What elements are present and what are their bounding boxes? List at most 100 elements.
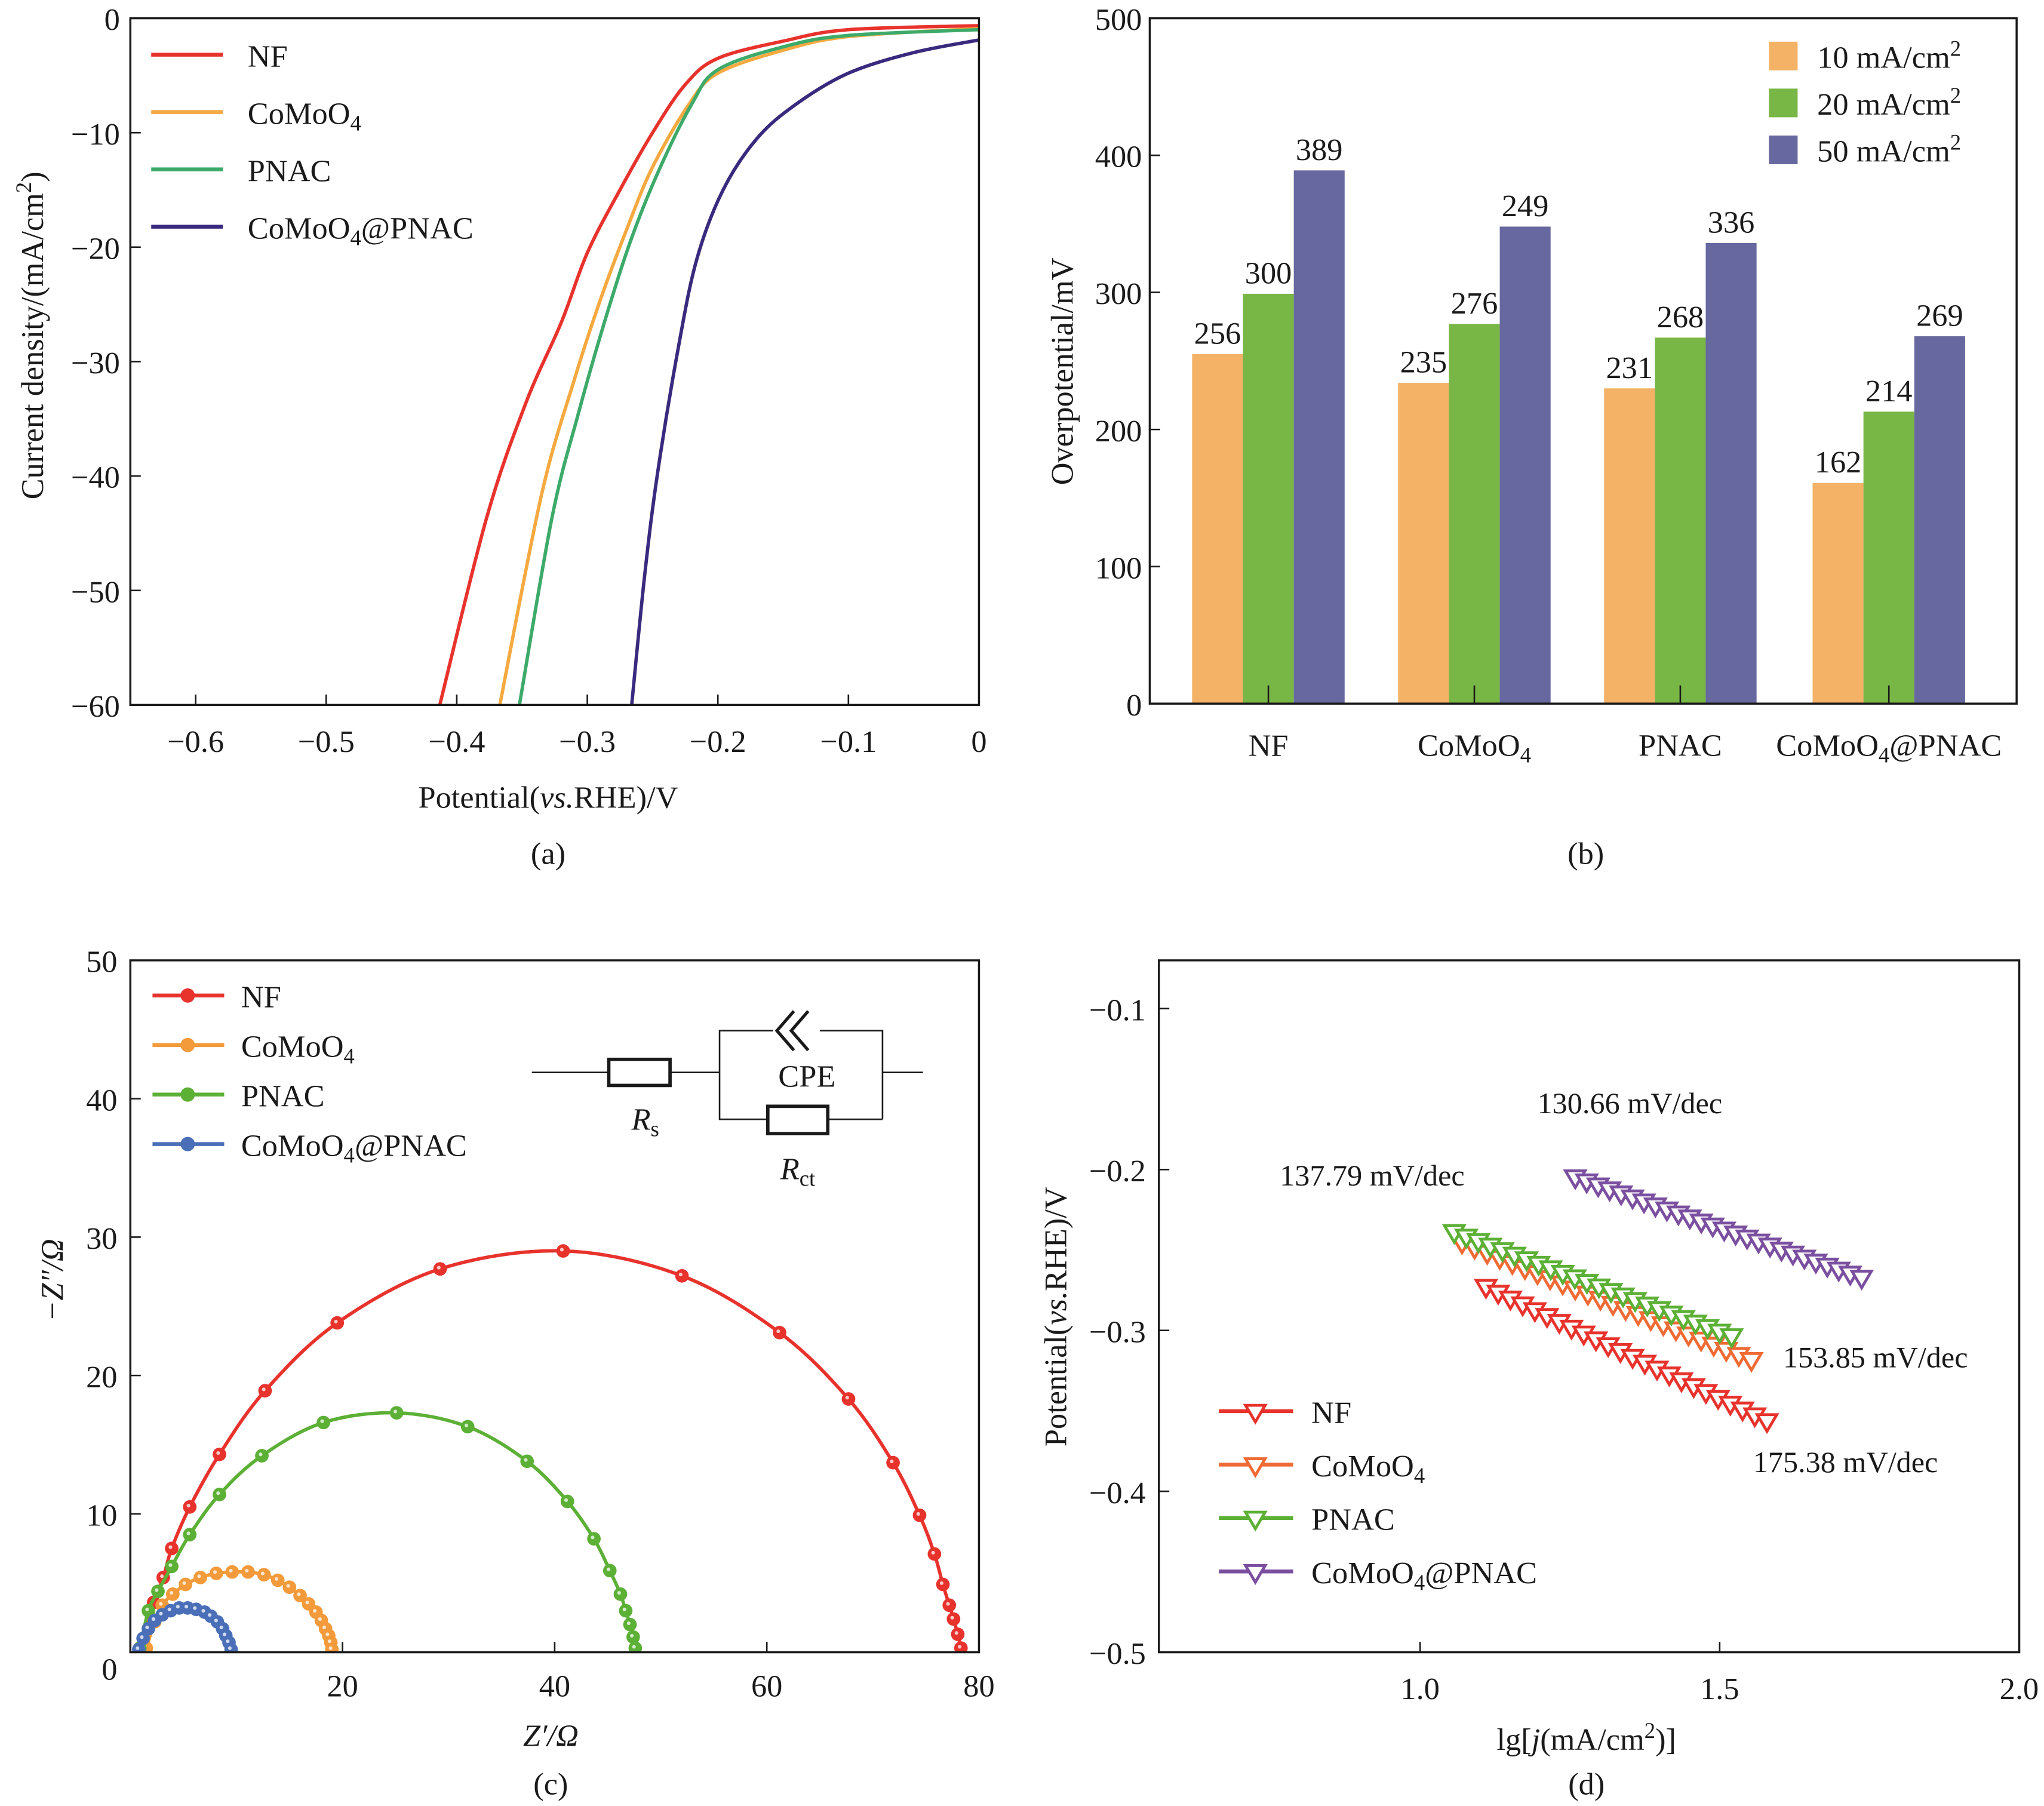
data-point-nf	[330, 1316, 345, 1330]
circuit-wire	[718, 1072, 768, 1120]
data-point-pnac	[560, 1494, 574, 1509]
bar-nf-1	[1192, 354, 1243, 704]
data-point-highlight	[890, 1459, 894, 1463]
legend-label: NF	[241, 980, 281, 1015]
y-tick-label: −0.3	[1089, 1314, 1146, 1349]
data-point-comoo4-pnac	[224, 1642, 238, 1653]
data-point-comoo4	[193, 1571, 207, 1584]
text-part: CoMoO	[1418, 728, 1520, 763]
superscript: 2	[1950, 36, 1961, 60]
legend-marker	[180, 1087, 195, 1102]
data-point-highlight	[591, 1535, 595, 1540]
text-part: CoMoO	[241, 1029, 344, 1064]
y-tick-label: 40	[86, 1083, 117, 1117]
bar-pnac-3	[1705, 242, 1757, 704]
text-part: NF	[248, 39, 288, 73]
data-point-highlight	[136, 1646, 140, 1650]
circuit-wire	[718, 1030, 773, 1073]
data-point-highlight	[297, 1592, 301, 1596]
legend-marker	[180, 1137, 195, 1151]
data-point-nf	[841, 1392, 856, 1406]
data-point-nf	[433, 1262, 447, 1276]
x-axis-title: Potential(vs.RHE)/V	[418, 781, 678, 815]
bar-value-label: 249	[1502, 189, 1549, 223]
subscript: 4	[1520, 743, 1531, 767]
y-axis-title: Potential(vs.RHE)/V	[1039, 1187, 1074, 1446]
data-point-highlight	[464, 1423, 469, 1427]
data-point-comoo4	[325, 1642, 339, 1653]
x-tick-label: 1.5	[1700, 1672, 1739, 1706]
y-tick-label: −0.4	[1089, 1476, 1146, 1510]
legend-marker	[1243, 1510, 1268, 1532]
bar-value-label: 389	[1296, 133, 1343, 167]
data-point-highlight	[524, 1458, 528, 1462]
legend-label: PNAC	[248, 153, 331, 188]
data-point-pnac	[255, 1449, 269, 1463]
x-category-label: CoMoO4@PNAC	[1776, 728, 2002, 767]
data-point-highlight	[318, 1617, 322, 1621]
data-point-highlight	[260, 1571, 265, 1575]
x-category-label: PNAC	[1639, 728, 1722, 763]
data-point-highlight	[393, 1409, 398, 1414]
data-point-highlight	[216, 1451, 220, 1455]
panel-c-nyquist-chart: 20 40 60 8001020304050Z′/Ω−Z″/ΩNFCoMoO4PNAC…	[35, 945, 995, 1802]
y-tick-label: 100	[1095, 551, 1142, 585]
data-point-highlight	[678, 1273, 683, 1277]
data-point-highlight	[954, 1631, 958, 1635]
text-part: CoMoO	[241, 1128, 344, 1163]
text-part: NF	[241, 980, 281, 1015]
data-point-highlight	[560, 1248, 564, 1252]
series-line-pnac	[518, 27, 979, 705]
text-part: PNAC	[248, 153, 331, 188]
legend-label: CoMoO4@PNAC	[241, 1128, 467, 1167]
text-part: )]	[1655, 1722, 1676, 1757]
legend-label: 10 mA/cm2	[1817, 36, 1961, 75]
bar-nf-3	[1293, 170, 1345, 704]
data-point-comoo4	[257, 1568, 271, 1582]
data-point-highlight	[145, 1625, 149, 1630]
subscript: 4	[1879, 743, 1889, 767]
text-part: RHE)/V	[1039, 1187, 1074, 1291]
circuit-wire	[820, 1030, 884, 1120]
data-point-highlight	[564, 1498, 568, 1502]
data-point-highlight	[222, 1632, 227, 1636]
data-point-highlight	[245, 1568, 249, 1573]
text-part: )	[16, 171, 50, 182]
y-tick-label: −60	[71, 689, 120, 724]
text-part: CoMoO	[1311, 1449, 1414, 1484]
data-point-comoo4	[293, 1589, 307, 1602]
data-point-comoo4	[241, 1565, 255, 1579]
text-part: PNAC	[1311, 1502, 1395, 1537]
y-tick-label: 300	[1095, 277, 1142, 311]
subscript: 4	[344, 1142, 355, 1167]
plot-frame	[1157, 959, 2021, 1654]
x-tick-label: −0.3	[559, 724, 616, 759]
y-tick-label: 30	[86, 1221, 117, 1256]
bar-value-label: 231	[1606, 351, 1653, 385]
panel-label-c: (c)	[533, 1767, 568, 1801]
x-category-label: NF	[1249, 728, 1289, 763]
data-point-pnac	[460, 1420, 475, 1434]
bar-value-label: 162	[1815, 445, 1862, 480]
y-tick-label: −0.1	[1089, 993, 1146, 1027]
bar-pnac-2	[1655, 337, 1706, 704]
x-axis-title: lg[j(mA/cm2)]	[1496, 1718, 1676, 1757]
panel-d-tafel-chart: 1.0 1.5 2.0 −0.1 −0.2 −0.3 −0.4 −0.5 130.66 mV/d…	[1039, 959, 2039, 1801]
data-point-pnac	[587, 1532, 601, 1546]
data-point-highlight	[201, 1609, 205, 1613]
series-line-comoo4	[498, 26, 979, 705]
data-point-highlight	[334, 1319, 338, 1323]
legend-label: CoMoO4@PNAC	[1311, 1556, 1537, 1595]
data-point-comoo4	[225, 1565, 239, 1579]
bar-value-label: 235	[1400, 345, 1447, 380]
data-point-highlight	[626, 1621, 631, 1626]
legend-marker	[1243, 1457, 1268, 1479]
bar-comoo4-1	[1398, 383, 1449, 704]
text-part: PNAC	[241, 1079, 325, 1113]
data-point-highlight	[630, 1633, 634, 1638]
text-part: vs.	[1039, 1291, 1074, 1325]
x-tick-label: −0.1	[820, 724, 877, 759]
x-tick-label: −0.2	[690, 724, 746, 759]
data-point-nf	[1754, 1413, 1779, 1435]
